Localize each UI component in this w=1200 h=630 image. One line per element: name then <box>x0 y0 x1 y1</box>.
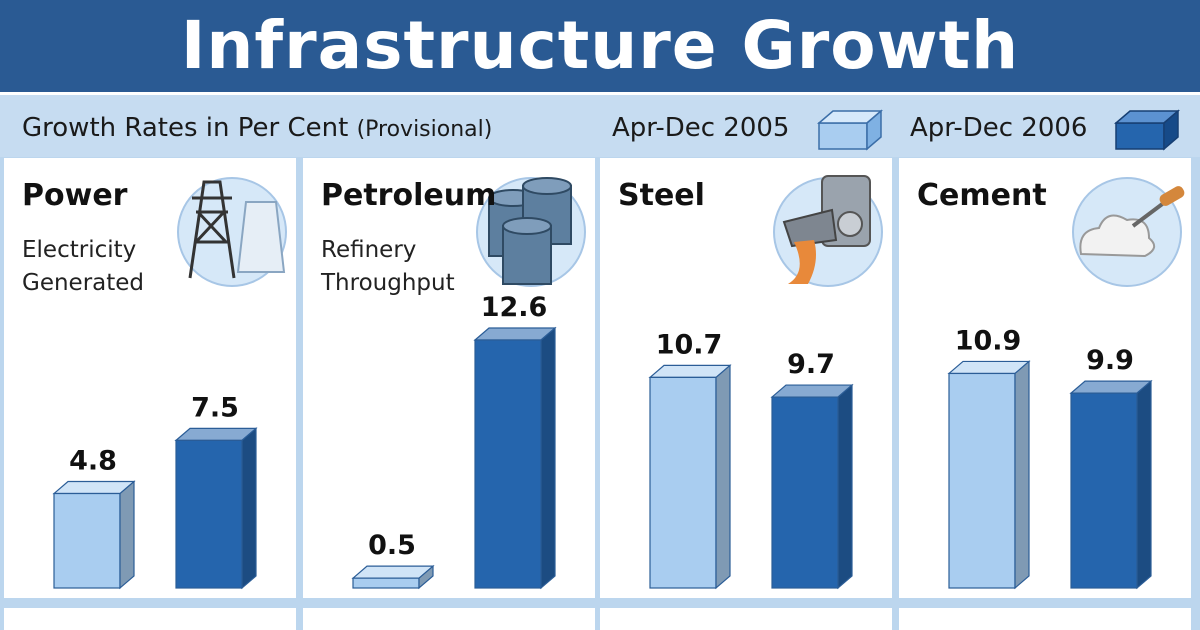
oil-barrels-icon-art <box>488 177 572 285</box>
trowel-shank <box>1131 200 1167 228</box>
bar <box>770 383 854 590</box>
bar-value-label: 10.7 <box>656 329 723 360</box>
legend-label-2005: Apr-Dec 2005 <box>612 113 790 143</box>
bar-side-face <box>1014 360 1030 590</box>
subheader-caption: Growth Rates in Per Cent <box>22 113 349 143</box>
bar-front-face <box>53 492 121 589</box>
bar-front-face <box>474 339 542 589</box>
bar-value-label: 7.5 <box>191 392 239 423</box>
page-title: Infrastructure Growth <box>180 7 1020 84</box>
bar-value-label: 9.7 <box>787 349 835 380</box>
panel-subtitle: Throughput <box>320 270 455 296</box>
bar-side-face <box>837 383 853 590</box>
barrel-top <box>502 217 552 235</box>
bar-value-label: 10.9 <box>955 325 1022 356</box>
panel-petroleum: Petroleum Refinery Throughput 0.5 12.6 <box>303 158 595 598</box>
bar <box>351 564 435 590</box>
lower-panel-strip <box>4 608 296 630</box>
bar <box>1069 379 1153 590</box>
bar-value-label: 0.5 <box>368 530 416 561</box>
panel-subtitle: Refinery <box>321 237 416 263</box>
title-bar: Infrastructure Growth <box>0 0 1200 95</box>
panel-cement: Cement 10.9 9.9 <box>899 158 1191 598</box>
bar <box>947 360 1031 590</box>
panel-subtitle: Electricity <box>22 237 136 263</box>
panel-power: Power Electricity Generated 4.8 7.5 <box>4 158 296 598</box>
ladle-pivot <box>837 211 863 237</box>
bar-front-face <box>948 372 1016 589</box>
bar-side-face <box>1136 379 1152 590</box>
legend-label-2006: Apr-Dec 2006 <box>910 113 1088 143</box>
steel-ladle-icon-art <box>782 175 871 284</box>
bar-value-label: 4.8 <box>69 446 117 477</box>
subheader-bar <box>0 95 1200 157</box>
power-tower-icon-art <box>188 180 286 279</box>
panel-title: Petroleum <box>321 178 496 213</box>
bar-side-face <box>241 427 257 590</box>
dark-cube-icon <box>1113 109 1181 151</box>
bar <box>473 326 557 590</box>
bar-front-face <box>649 376 717 589</box>
bar-value-label: 12.6 <box>481 292 548 323</box>
bar-side-face <box>540 326 556 590</box>
pylon-shape <box>188 180 236 279</box>
panel-title: Cement <box>917 178 1047 213</box>
bar-front-face <box>771 396 839 589</box>
bar <box>174 427 258 590</box>
panel-title: Power <box>22 178 128 213</box>
lower-panel-strip <box>600 608 892 630</box>
bar <box>648 364 732 590</box>
cement-trowel-icon-art <box>1079 186 1185 258</box>
panel-subtitle: Generated <box>22 270 144 296</box>
barrel-top <box>522 177 572 195</box>
trowel-handle <box>1159 186 1185 206</box>
ladle-bucket <box>782 208 838 248</box>
bar-side-face <box>119 480 135 590</box>
bar-front-face <box>175 439 243 589</box>
bar-front-face <box>1070 392 1138 589</box>
cooling-tower-shape <box>236 201 286 273</box>
subheader-note: (Provisional) <box>356 117 493 142</box>
molten-pour <box>788 240 816 284</box>
lower-panel-strip <box>899 608 1191 630</box>
panel-steel: Steel 10.7 9.7 <box>600 158 892 598</box>
bar-front-face <box>352 577 420 589</box>
panel-title: Steel <box>618 178 705 213</box>
bar <box>52 480 136 590</box>
bar-value-label: 9.9 <box>1086 345 1134 376</box>
subheader-caption-group: Growth Rates in Per Cent (Provisional) <box>22 113 492 143</box>
light-cube-icon <box>816 109 884 151</box>
bar-side-face <box>418 564 434 590</box>
bar-side-face <box>715 364 731 590</box>
lower-panel-strip <box>303 608 595 630</box>
